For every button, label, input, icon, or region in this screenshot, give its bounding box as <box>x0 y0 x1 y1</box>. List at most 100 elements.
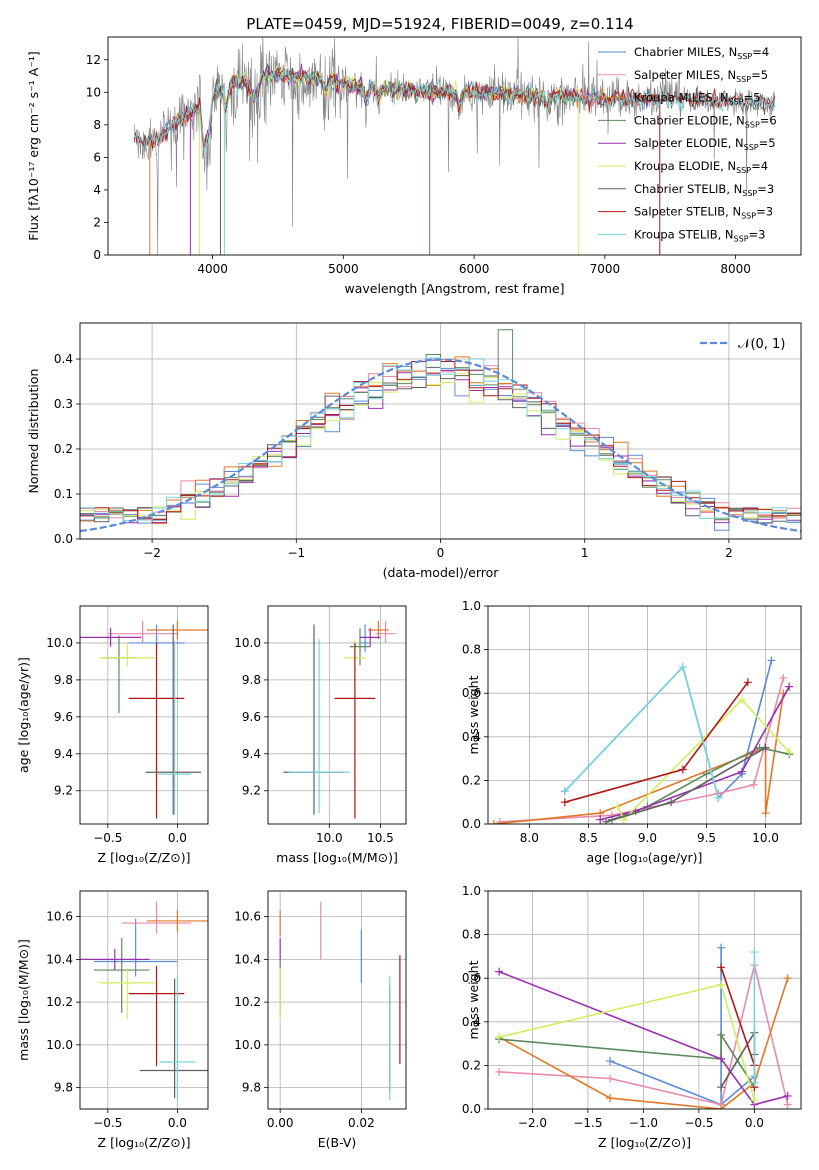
mass-weight-marker <box>737 695 746 704</box>
mass-weight-marker <box>767 656 776 665</box>
y-tick-label: 12 <box>86 53 101 67</box>
y-tick-label: 10.4 <box>46 952 73 966</box>
residual-histogram <box>80 373 801 520</box>
x-tick-label: −2.0 <box>518 1116 547 1130</box>
y-tick-label: 10 <box>86 85 101 99</box>
y-tick-label: 9.4 <box>54 747 73 761</box>
y-tick-label: 0.6 <box>462 686 481 700</box>
axes-frame <box>487 890 802 1110</box>
mass_vs_Z-plot <box>80 901 208 1101</box>
mass-weight-marker <box>750 948 759 957</box>
x-axis-label: Z [log₁₀(Z/Z⊙)] <box>98 1135 191 1150</box>
y-tick-label: 9.2 <box>54 784 73 798</box>
spectrum-axes: 4000 5000 6000 7000 8000 0 2 4 6 8 10 12 wavelength … <box>26 36 802 296</box>
y-tick-label: 0.4 <box>462 1015 481 1029</box>
x-tick-label: 9.5 <box>697 831 716 845</box>
spectrum-plot <box>133 37 776 255</box>
mass-weight-line <box>611 746 790 821</box>
mass-weight-marker <box>785 748 794 757</box>
mass-weight-marker <box>495 1033 504 1042</box>
legend-label: Salpeter ELODIE, NSSP=5 <box>634 136 776 152</box>
legend-label: Chabrier MILES, NSSP=4 <box>634 45 769 61</box>
legend-label: Kroupa ELODIE, NSSP=4 <box>634 159 768 175</box>
y-tick-label: 9.8 <box>54 1081 73 1095</box>
legend-label: Kroupa MILES, NSSP=5 <box>634 91 760 107</box>
x-tick-label: 0.00 <box>267 1116 294 1130</box>
x-tick-label: −2 <box>143 546 161 560</box>
legend-label: Chabrier STELIB, NSSP=3 <box>634 182 774 198</box>
x-tick-label: 0.0 <box>168 1116 187 1130</box>
y-tick-label: 10.6 <box>46 910 73 924</box>
mass-weight-marker <box>750 1096 759 1105</box>
y-tick-label: 1.0 <box>462 884 481 898</box>
y-tick-label: 10.0 <box>234 1038 261 1052</box>
age_vs_Z-axes: −0.5 0.0 9.2 9.4 9.6 9.8 10.0 Z [log₁₀(Z/Z⊙)] ag… <box>16 605 209 865</box>
mass-weight-marker <box>737 767 746 776</box>
mass-weight-marker <box>678 765 687 774</box>
x-tick-label: 5000 <box>328 262 359 276</box>
mass-weight-marker <box>495 1067 504 1076</box>
spectrum-model-line <box>133 67 776 149</box>
mass-weight-marker <box>495 967 504 976</box>
mass-weight-line <box>498 977 789 1109</box>
x-axis-label: Z [log₁₀(Z/Z⊙)] <box>98 850 191 865</box>
mass-weight-marker <box>717 1105 726 1109</box>
legend-label: Kroupa STELIB, NSSP=3 <box>634 227 765 243</box>
y-tick-label: 9.6 <box>54 710 73 724</box>
x-tick-label: −1.0 <box>629 1116 658 1130</box>
y-tick-label: 6 <box>93 150 101 164</box>
y-tick-label: 0.4 <box>462 730 481 744</box>
y-tick-label: 0.4 <box>54 352 73 366</box>
mass-weight-line <box>564 681 749 803</box>
y-tick-label: 10.0 <box>46 636 73 650</box>
y-tick-label: 0.8 <box>462 928 481 942</box>
y-tick-label: 1.0 <box>462 599 481 613</box>
mass-weight-line <box>617 698 790 821</box>
x-tick-label: 0.0 <box>168 831 187 845</box>
x-axis-label: age [log₁₀(age/yr)] <box>587 850 703 865</box>
y-axis-label: mass [log₁₀(M/M⊙)] <box>16 939 31 1061</box>
x-tick-label: 8.5 <box>579 831 598 845</box>
y-tick-label: 10.2 <box>234 995 261 1009</box>
y-tick-label: 10.0 <box>234 636 261 650</box>
y-tick-label: 2 <box>93 215 101 229</box>
x-axis-label: (data-model)/error <box>383 565 500 580</box>
legend-label: Salpeter STELIB, NSSP=3 <box>634 205 773 221</box>
mass-weight-marker <box>717 980 726 989</box>
mass-weight-marker <box>717 1030 726 1039</box>
mass-weight-marker <box>560 787 569 796</box>
mass_weight_vs_Z-plot <box>495 943 792 1109</box>
x-tick-label: −1.5 <box>573 1116 602 1130</box>
x-tick-label: 1 <box>581 546 589 560</box>
mass-weight-line <box>564 660 773 800</box>
y-tick-label: 4 <box>93 183 101 197</box>
mass-weight-marker <box>717 943 726 952</box>
x-tick-label: 8000 <box>720 262 751 276</box>
axes-frame <box>487 605 802 825</box>
age_vs_mass-axes: 10.0 10.5 9.2 9.4 9.6 9.8 10.0 mass [log₁₀(M/M⊙… <box>234 605 407 865</box>
y-tick-label: 0.2 <box>462 773 481 787</box>
x-tick-label: 2 <box>725 546 733 560</box>
x-axis-label: Z [log₁₀(Z/Z⊙)] <box>598 1135 691 1150</box>
axes-frame <box>267 605 407 825</box>
spectrum-model-line <box>133 65 776 149</box>
y-tick-label: 9.8 <box>242 673 261 687</box>
axes-frame <box>79 605 209 825</box>
x-axis-label: wavelength [Angstrom, rest frame] <box>344 281 564 296</box>
residuals-plot <box>80 329 801 533</box>
mass-weight-marker <box>606 1094 615 1103</box>
mass-weight-line <box>498 970 788 1106</box>
axes-frame <box>267 890 407 1110</box>
x-tick-label: 0.0 <box>745 1116 764 1130</box>
mass-weight-marker <box>783 1100 792 1109</box>
x-tick-label: 7000 <box>590 262 621 276</box>
mass-weight-marker <box>779 673 788 682</box>
y-tick-label: 0.0 <box>462 817 481 831</box>
y-tick-label: 0.2 <box>54 442 73 456</box>
residual-histogram <box>80 357 801 523</box>
axes-frame <box>107 36 802 256</box>
axes-frame <box>79 890 209 1110</box>
normal-curve <box>80 358 801 533</box>
y-tick-label: 9.4 <box>242 747 261 761</box>
